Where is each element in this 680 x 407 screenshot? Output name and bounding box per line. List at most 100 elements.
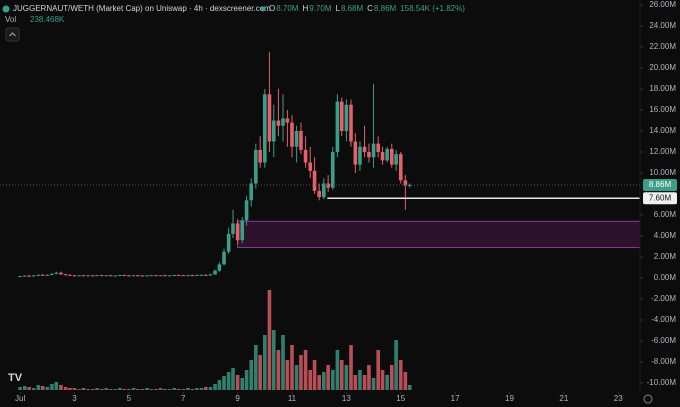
y-tick-label: 14.00M bbox=[649, 126, 676, 135]
volume-bar bbox=[371, 378, 376, 390]
volume-bar bbox=[68, 388, 72, 390]
volume-bar bbox=[158, 388, 163, 390]
volume-bar bbox=[208, 387, 213, 390]
x-tick-label: 17 bbox=[451, 394, 460, 403]
ohlc-value: 8.86M bbox=[374, 4, 397, 13]
candle-body bbox=[163, 275, 167, 277]
candle-body bbox=[222, 251, 226, 265]
volume-bar bbox=[398, 360, 403, 390]
candle-body bbox=[199, 274, 204, 276]
ohlc-key: C bbox=[367, 4, 373, 13]
volume-bar bbox=[380, 370, 385, 390]
y-tick-label: 6.00M bbox=[654, 210, 677, 219]
x-tick-label: 3 bbox=[72, 394, 77, 403]
volume-bar bbox=[27, 387, 31, 390]
volume-bar bbox=[154, 389, 158, 390]
status-dot bbox=[2, 5, 10, 13]
volume-bar bbox=[108, 389, 113, 390]
volume-bar bbox=[312, 360, 317, 390]
candle-body bbox=[72, 275, 77, 277]
candle-body bbox=[254, 149, 258, 184]
candle-body bbox=[195, 275, 199, 277]
y-tick-label: 24.00M bbox=[649, 21, 676, 30]
candle-body bbox=[371, 143, 376, 158]
candle-body bbox=[281, 118, 285, 126]
ohlc-key: H bbox=[302, 4, 308, 13]
candle-body bbox=[362, 146, 367, 153]
volume-bar bbox=[349, 345, 353, 390]
candle-body bbox=[131, 275, 136, 277]
candle-body bbox=[308, 162, 313, 171]
candle-body bbox=[389, 148, 394, 165]
candle-body bbox=[27, 275, 31, 277]
volume-bar bbox=[86, 389, 90, 390]
volume-bar bbox=[308, 370, 313, 390]
volume-bar bbox=[127, 389, 131, 390]
x-tick-label: 19 bbox=[505, 394, 514, 403]
volume-bar bbox=[226, 372, 231, 390]
collapse-icon bbox=[9, 32, 16, 37]
candle-body bbox=[122, 275, 127, 277]
y-tick-label: -2.00M bbox=[651, 294, 676, 303]
candle-body bbox=[54, 272, 59, 274]
candle-body bbox=[208, 274, 213, 276]
candle-body bbox=[149, 275, 154, 277]
volume-bar bbox=[335, 350, 340, 390]
volume-bar bbox=[362, 375, 367, 390]
plot-area bbox=[0, 52, 641, 390]
candle-body bbox=[181, 275, 186, 277]
ohlc-value: 9.70M bbox=[309, 4, 332, 13]
candle-body bbox=[322, 183, 326, 198]
candle-body bbox=[95, 275, 99, 277]
volume-bar bbox=[167, 389, 172, 390]
candle-body bbox=[204, 274, 208, 276]
candle-body bbox=[303, 149, 308, 163]
candle-body bbox=[235, 223, 240, 241]
volume-bar bbox=[276, 350, 281, 390]
candle-body bbox=[244, 200, 249, 221]
candle-body bbox=[158, 275, 163, 277]
y-tick-label: 4.00M bbox=[654, 231, 677, 240]
x-tick-label: 5 bbox=[127, 394, 132, 403]
candle-body bbox=[145, 275, 149, 277]
candle-body bbox=[312, 170, 317, 191]
candle-body bbox=[108, 275, 113, 277]
volume-bar bbox=[358, 370, 362, 390]
volume-bar bbox=[40, 386, 45, 390]
y-tick-label: -10.00M bbox=[647, 378, 677, 387]
volume-bar bbox=[118, 388, 122, 390]
volume-caption: Vol bbox=[5, 15, 16, 24]
volume-bar bbox=[90, 389, 95, 390]
x-tick-label: 11 bbox=[288, 394, 297, 403]
live-dot bbox=[260, 6, 266, 12]
candle-body bbox=[407, 184, 412, 186]
volume-bar bbox=[285, 360, 290, 390]
candle-body bbox=[290, 122, 294, 147]
volume-bar bbox=[222, 376, 226, 390]
volume-bar bbox=[299, 355, 303, 390]
candle-body bbox=[367, 152, 371, 158]
candle-body bbox=[353, 141, 358, 165]
settings-icon[interactable] bbox=[643, 394, 653, 404]
change: 158.54K (+1.82%) bbox=[400, 4, 465, 13]
volume-bar bbox=[22, 386, 27, 390]
volume-bar bbox=[199, 388, 204, 390]
volume-bar bbox=[204, 387, 208, 390]
candle-body bbox=[267, 94, 272, 142]
volume-bar bbox=[339, 360, 344, 390]
volume-bar bbox=[50, 384, 54, 390]
candle-body bbox=[339, 101, 344, 132]
candle-body bbox=[276, 120, 281, 126]
candle-body bbox=[186, 275, 190, 277]
collapse-button[interactable] bbox=[5, 27, 20, 42]
y-tick-label: -8.00M bbox=[651, 357, 676, 366]
volume-bar bbox=[113, 389, 118, 390]
volume-bar bbox=[290, 345, 294, 390]
x-tick-label: Jul bbox=[15, 394, 25, 403]
x-tick-label: 15 bbox=[396, 394, 405, 403]
volume-bar bbox=[213, 384, 217, 390]
volume-bar bbox=[136, 389, 140, 390]
candle-body bbox=[81, 275, 86, 277]
volume-label: 238.468K bbox=[30, 15, 65, 24]
candle-body bbox=[263, 94, 267, 163]
